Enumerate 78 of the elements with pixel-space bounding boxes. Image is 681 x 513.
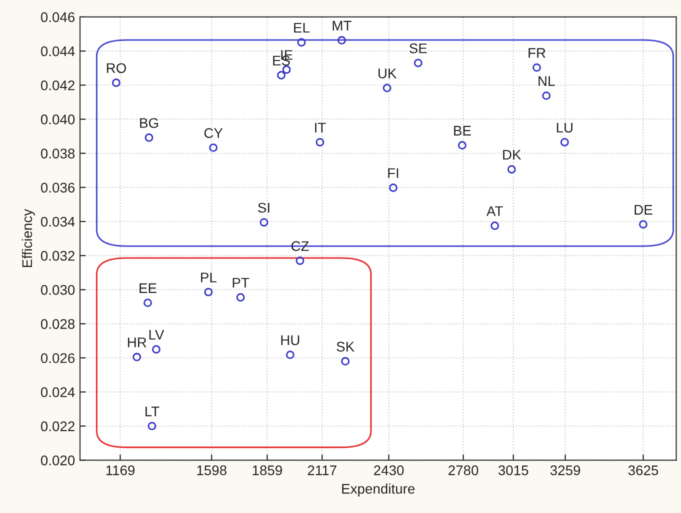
annotation: DK <box>503 150 522 160</box>
point <box>132 352 142 362</box>
annotation: LU <box>556 122 572 133</box>
annotation: SK <box>336 342 354 352</box>
point <box>143 298 152 308</box>
x-tick-label: 2780 <box>448 465 478 476</box>
annotation: SE <box>410 43 427 54</box>
annotation: SI <box>258 202 270 213</box>
point <box>542 91 551 100</box>
point <box>148 422 156 430</box>
point <box>638 220 648 229</box>
y-tick-label: 0.042 <box>40 80 74 90</box>
point <box>507 165 516 174</box>
y-axis-title: Efficiency <box>22 208 35 267</box>
annotation: HR <box>128 338 146 348</box>
point <box>532 63 541 72</box>
x-tick-label: 2117 <box>308 465 336 476</box>
point <box>277 70 286 80</box>
annotation: LV <box>149 330 164 340</box>
y-tick-label: 0.026 <box>40 353 75 364</box>
y-tick-label: 0.044 <box>40 46 75 56</box>
annotation: MT <box>332 20 352 30</box>
x-tick-label: 3259 <box>550 465 580 476</box>
point <box>260 218 268 227</box>
point <box>414 58 422 68</box>
annotation: EL <box>294 22 310 33</box>
x-tick-label: 1169 <box>106 465 135 476</box>
point <box>152 345 160 354</box>
y-tick-label: 0.046 <box>40 12 75 22</box>
point <box>204 288 213 296</box>
point <box>144 133 154 142</box>
point <box>297 38 306 47</box>
x-tick-label: 3625 <box>628 465 658 476</box>
point <box>490 222 500 230</box>
y-tick-label: 0.028 <box>40 319 75 329</box>
point <box>458 141 466 150</box>
point <box>316 138 324 146</box>
y-tick-label: 0.036 <box>40 182 75 193</box>
x-tick-label: 1859 <box>252 465 282 476</box>
annotation: AT <box>486 206 503 216</box>
point <box>341 357 350 366</box>
point <box>337 36 346 45</box>
point <box>112 78 120 87</box>
y-tick-label: 0.020 <box>40 455 75 466</box>
annotation: NL <box>538 76 555 86</box>
annotation: HU <box>281 335 300 346</box>
annotation: LT <box>146 406 160 416</box>
annotation: FI <box>388 168 398 178</box>
point <box>382 84 392 92</box>
point <box>560 138 569 146</box>
y-tick-label: 0.024 <box>40 387 75 398</box>
annotation: PT <box>232 278 250 288</box>
annotation: RO <box>106 63 126 74</box>
point <box>286 350 294 360</box>
y-tick-label: 0.038 <box>40 148 75 158</box>
point <box>389 184 398 192</box>
y-tick-label: 0.030 <box>40 285 75 295</box>
annotation: BG <box>140 118 158 128</box>
x-tick-label: 2430 <box>374 465 404 476</box>
x-axis-title: Expenditure <box>342 484 415 496</box>
y-tick-label: 0.040 <box>40 114 75 124</box>
y-tick-label: 0.034 <box>40 216 75 227</box>
annotation: FR <box>528 48 546 58</box>
annotation: CY <box>204 128 223 138</box>
y-tick-label: 0.022 <box>40 421 74 432</box>
annotation: BE <box>454 126 471 136</box>
annotation: PL <box>201 272 216 282</box>
point <box>209 143 218 152</box>
x-tick-label: 3015 <box>498 465 528 476</box>
y-tick-label: 0.032 <box>40 250 74 261</box>
point <box>296 256 304 265</box>
point <box>236 293 245 302</box>
x-tick-label: 1598 <box>197 465 226 476</box>
annotation: IT <box>315 122 326 132</box>
annotation: EE <box>140 283 156 293</box>
annotation: UK <box>378 68 397 78</box>
point <box>282 65 291 74</box>
annotation: DE <box>634 205 652 215</box>
